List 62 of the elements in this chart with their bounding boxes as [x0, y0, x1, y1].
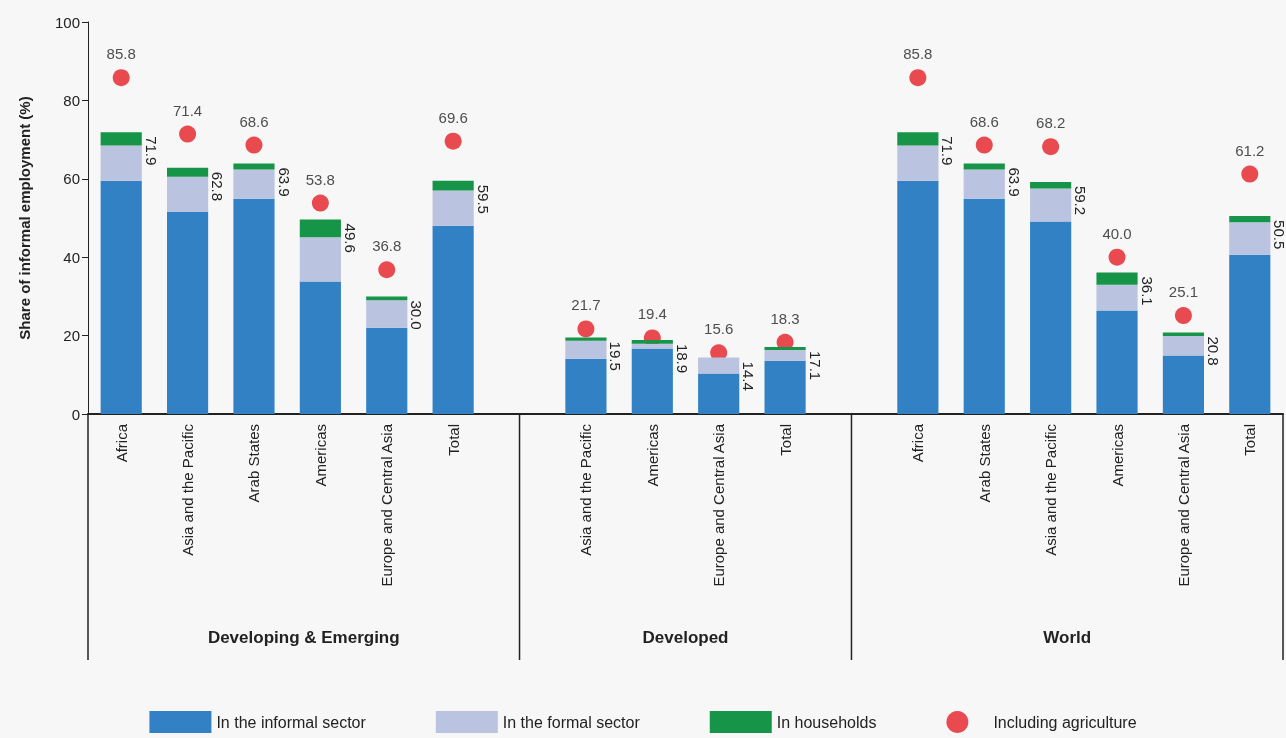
legend-label: In the formal sector [502, 713, 641, 731]
x-tick-label: Asia and the Pacific [1042, 423, 1060, 556]
data-label: 85.8 [903, 45, 933, 63]
data-label: 68.2 [1036, 114, 1066, 132]
data-label: 53.8 [305, 170, 335, 188]
x-tick-label: Arab States [975, 424, 993, 503]
x-tick-label: Arab States [245, 424, 263, 503]
data-label: 61.2 [1235, 141, 1265, 159]
data-label: 68.6 [969, 112, 999, 130]
x-tick-label: Asia and the Pacific [179, 423, 197, 556]
x-tick-label: Total [444, 424, 462, 456]
x-tick-label: Total [776, 424, 794, 456]
data-label: 68.6 [239, 112, 269, 130]
x-tick-label: Europe and Central Asia [378, 423, 396, 587]
total-label: 18.9 [673, 343, 691, 374]
y-axis-title: Share of informal employment (%) [16, 96, 33, 340]
total-label: 36.1 [1138, 276, 1156, 306]
legend-label: In the informal sector [216, 713, 367, 731]
data-label: 71.4 [172, 101, 203, 119]
total-label: 63.9 [275, 167, 293, 197]
data-label: 36.8 [372, 237, 402, 255]
total-label: 71.9 [939, 136, 957, 166]
x-tick-label: Africa [112, 423, 130, 463]
data-label: 40.0 [1102, 224, 1132, 242]
total-label: 71.9 [142, 136, 160, 166]
data-label: 15.6 [704, 320, 734, 338]
y-tick-label: 40 [63, 248, 80, 266]
x-tick-label: Americas [311, 424, 329, 487]
x-tick-label: Total [1241, 424, 1259, 456]
total-label: 20.8 [1205, 336, 1222, 366]
total-label: 59.5 [474, 184, 492, 214]
data-label: 18.3 [770, 309, 800, 327]
legend-label: In households [776, 713, 877, 731]
x-tick-label: Africa [909, 423, 927, 463]
total-label: 59.2 [1072, 185, 1090, 216]
total-label: 30.0 [408, 300, 426, 330]
total-label: 17.1 [806, 350, 824, 381]
y-tick-label: 100 [54, 13, 80, 31]
text: Developing & Emerging [207, 627, 400, 647]
data-label: 85.8 [106, 45, 136, 63]
data-label: 21.7 [571, 296, 601, 314]
data-label: 19.4 [637, 305, 667, 323]
text: Developed [642, 627, 729, 647]
x-tick-label: Europe and Central Asia [1174, 423, 1192, 587]
x-tick-label: Asia and the Pacific [577, 423, 595, 556]
x-tick-label: Americas [643, 424, 661, 487]
data-label: 25.1 [1168, 283, 1199, 301]
y-tick-label: 20 [63, 327, 80, 345]
y-tick-label: 60 [63, 170, 80, 188]
total-label: 62.8 [209, 171, 227, 202]
y-tick-label: 0 [71, 405, 80, 423]
x-tick-label: Europe and Central Asia [710, 423, 728, 587]
total-label: 63.9 [1005, 167, 1023, 197]
total-label: 50.5 [1271, 220, 1286, 250]
total-label: 49.6 [341, 223, 359, 253]
text: World [1043, 627, 1092, 647]
data-label: 69.6 [438, 108, 468, 126]
total-label: 14.4 [740, 361, 758, 391]
legend-label: Including agriculture [993, 713, 1137, 731]
x-tick-label: Americas [1108, 424, 1126, 487]
y-tick-label: 80 [63, 91, 80, 109]
total-label: 19.5 [607, 341, 625, 371]
